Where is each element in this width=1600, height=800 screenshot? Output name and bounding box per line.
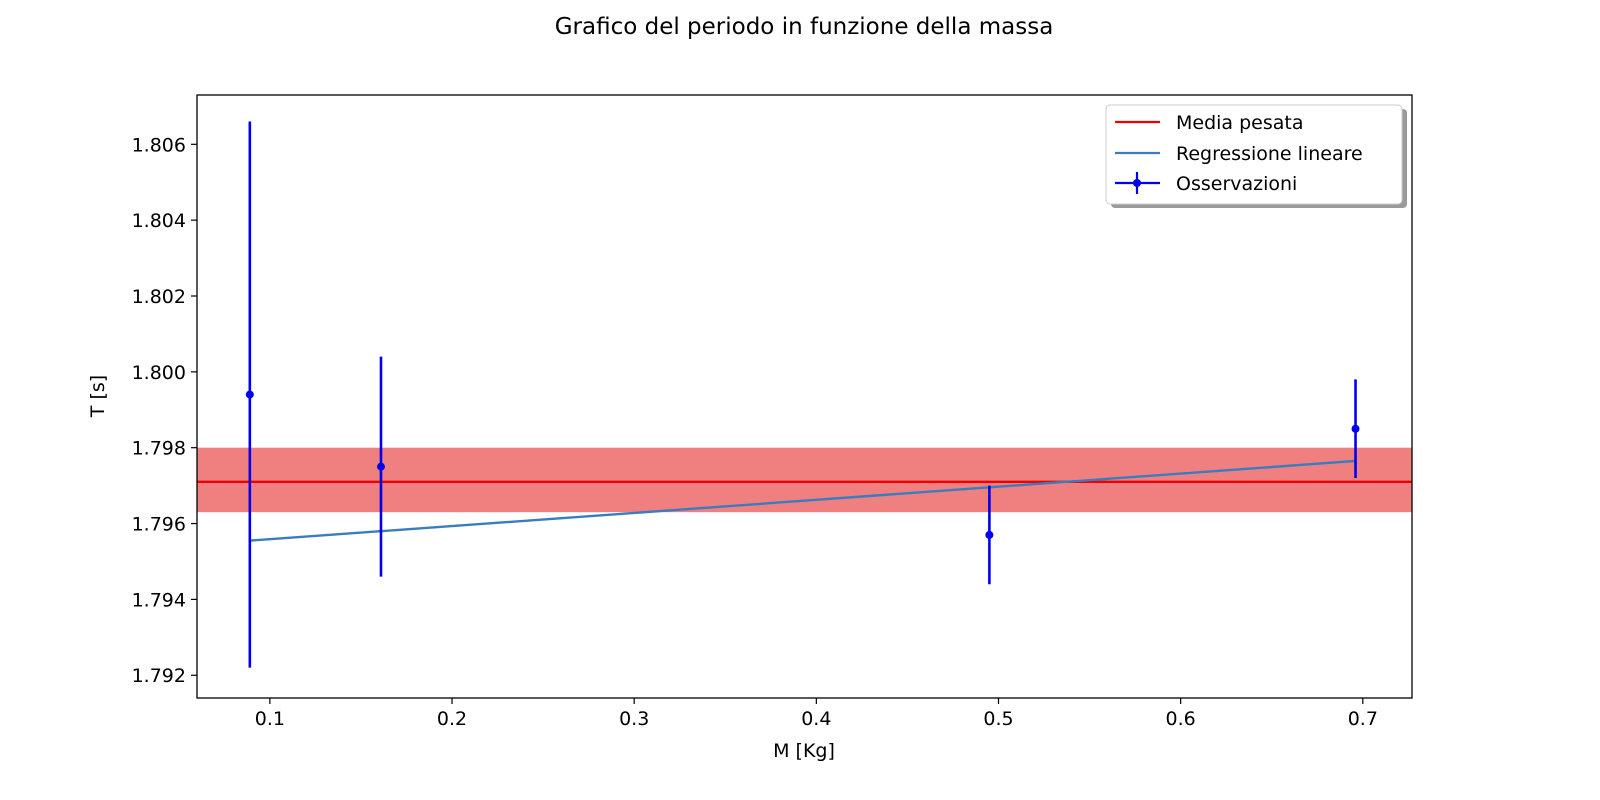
x-tick-label-5: 0.6: [1166, 708, 1196, 730]
y-tick-label-4: 1.800: [132, 362, 186, 384]
legend-box: [1105, 104, 1403, 205]
y-tick-label-0: 1.792: [132, 665, 186, 687]
y-tick-label-3: 1.798: [132, 438, 186, 460]
legend-label-regressione-lineare: Regressione lineare: [1176, 143, 1363, 165]
y-tick-label-1: 1.794: [132, 589, 186, 611]
x-tick-label-6: 0.7: [1348, 708, 1378, 730]
observation-point-2: [985, 530, 994, 539]
y-tick-label-2: 1.796: [132, 514, 186, 536]
y-tick-label-6: 1.804: [132, 210, 186, 232]
observation-point-1: [376, 462, 385, 471]
x-tick-label-0: 0.1: [255, 708, 285, 730]
x-tick-label-1: 0.2: [437, 708, 467, 730]
y-tick-label-7: 1.806: [132, 134, 186, 156]
chart-title: Grafico del periodo in funzione della ma…: [555, 14, 1054, 40]
regression-line: [249, 459, 1356, 542]
weighted-mean-band: [197, 447, 1412, 513]
legend-label-osservazioni: Osservazioni: [1176, 173, 1297, 195]
y-axis-ticks: 1.792 1.794 1.796 1.798 1.800 1.802 1.804 1.806: [132, 134, 197, 687]
observation-point-0: [245, 390, 254, 399]
x-tick-label-4: 0.5: [983, 708, 1013, 730]
y-tick-label-5: 1.802: [132, 286, 186, 308]
plot-area: [197, 121, 1412, 668]
y-axis-label: T [s]: [87, 375, 109, 418]
x-axis-ticks: 0.1 0.2 0.3 0.4 0.5 0.6 0.7: [255, 698, 1378, 730]
legend: Media pesata Regressione lineare Osserva…: [1105, 104, 1407, 208]
legend-label-media-pesata: Media pesata: [1176, 112, 1304, 134]
legend-swatch-osservazioni: [1115, 172, 1160, 194]
x-tick-label-2: 0.3: [619, 708, 649, 730]
x-tick-label-3: 0.4: [801, 708, 831, 730]
observation-point-3: [1351, 424, 1360, 433]
x-axis-label: M [Kg]: [773, 740, 835, 762]
plot-frame: [196, 94, 1413, 699]
